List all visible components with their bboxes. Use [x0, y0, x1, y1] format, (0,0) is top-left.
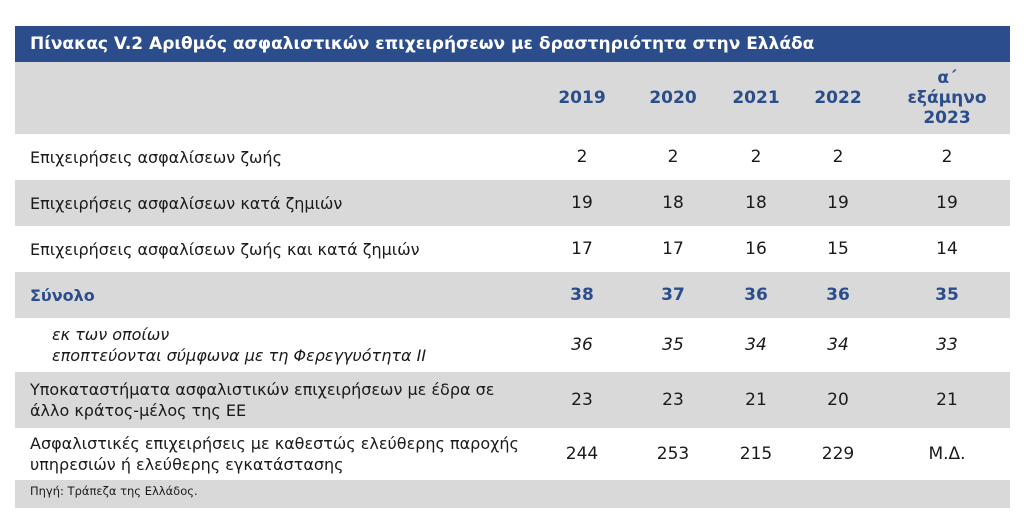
value-h1-2023: Μ.Δ.: [928, 444, 966, 464]
column-header-2021: 2021: [732, 88, 780, 108]
table-row-non-life: Επιχειρήσεις ασφαλίσεων κατά ζημιών 19 1…: [15, 180, 1010, 226]
value-2019: 17: [571, 239, 593, 259]
value-2021: 2: [750, 147, 762, 167]
row-label-line2: υπηρεσιών ή ελεύθερης εγκατάστασης: [30, 455, 344, 474]
row-label-line1: Υποκαταστήματα ασφαλιστικών επιχειρήσεων…: [30, 380, 495, 399]
value-2022: 229: [821, 444, 855, 464]
row-label: Επιχειρήσεις ασφαλίσεων ζωής: [30, 147, 282, 167]
value-2019: 38: [570, 285, 594, 305]
row-label: Επιχειρήσεις ασφαλίσεων ζωής και κατά ζη…: [30, 239, 420, 259]
table-row-total: Σύνολο 38 37 36 36 35: [15, 272, 1010, 318]
column-header-h1-2023-line2: 2023: [923, 108, 971, 128]
column-header-2022: 2022: [814, 88, 862, 108]
table-footer: [15, 480, 1010, 508]
value-2020: 18: [662, 193, 684, 213]
value-2021: 18: [745, 193, 767, 213]
row-label-line2: άλλο κράτος-μέλος της ΕΕ: [30, 401, 247, 420]
value-2020: 17: [662, 239, 684, 259]
value-2020: 37: [661, 285, 685, 305]
value-2021: 36: [744, 285, 768, 305]
value-2021: 16: [745, 239, 767, 259]
value-h1-2023: 14: [936, 239, 958, 259]
value-h1-2023: 21: [936, 390, 958, 410]
value-h1-2023: 2: [941, 147, 953, 167]
table-row-solvency-ii: εκ των οποίων εποπτεύονται σύμφωνα με τη…: [15, 318, 1010, 372]
value-2022: 34: [827, 335, 849, 355]
table-title: Πίνακας V.2 Αριθμός ασφαλιστικών επιχειρ…: [15, 26, 1010, 62]
value-2021: 21: [745, 390, 767, 410]
table-row-branches: Υποκαταστήματα ασφαλιστικών επιχειρήσεων…: [15, 372, 1010, 428]
row-label: Σύνολο: [30, 285, 95, 305]
value-2020: 2: [667, 147, 679, 167]
column-header-h1-2023-line1: α΄ εξάμηνο: [907, 68, 987, 108]
row-label: Υποκαταστήματα ασφαλιστικών επιχειρήσεων…: [30, 372, 550, 428]
row-label-line1: Ασφαλιστικές επιχειρήσεις με καθεστώς ελ…: [30, 434, 519, 453]
value-h1-2023: 35: [935, 285, 959, 305]
value-h1-2023: 33: [936, 335, 958, 355]
row-label: Επιχειρήσεις ασφαλίσεων κατά ζημιών: [30, 193, 343, 213]
value-2019: 244: [565, 444, 599, 464]
value-2020: 253: [656, 444, 690, 464]
value-2021: 215: [739, 444, 773, 464]
value-2022: 15: [827, 239, 849, 259]
value-2022: 19: [827, 193, 849, 213]
value-2019: 19: [571, 193, 593, 213]
value-2019: 23: [571, 390, 593, 410]
table-row-freedom-services: Ασφαλιστικές επιχειρήσεις με καθεστώς ελ…: [15, 428, 1010, 480]
value-2019: 2: [576, 147, 588, 167]
table-header-row: 2019 2020 2021 2022 α΄ εξάμηνο 2023: [15, 62, 1010, 134]
value-2020: 35: [662, 335, 684, 355]
insurance-companies-table: Πίνακας V.2 Αριθμός ασφαλιστικών επιχειρ…: [15, 26, 1010, 508]
value-2019: 36: [571, 335, 593, 355]
value-2020: 23: [662, 390, 684, 410]
row-label: Ασφαλιστικές επιχειρήσεις με καθεστώς ελ…: [30, 428, 550, 480]
value-2022: 36: [826, 285, 850, 305]
source-note: Πηγή: Τράπεζα της Ελλάδος.: [30, 484, 198, 498]
row-label-line2: εποπτεύονται σύμφωνα με τη Φερεγγυότητα …: [52, 346, 427, 365]
value-2022: 20: [827, 390, 849, 410]
value-2022: 2: [832, 147, 844, 167]
value-h1-2023: 19: [936, 193, 958, 213]
value-2021: 34: [745, 335, 767, 355]
column-header-h1-2023: α΄ εξάμηνο 2023: [903, 62, 991, 134]
row-label: εκ των οποίων εποπτεύονται σύμφωνα με τη…: [30, 318, 572, 372]
column-header-2019: 2019: [558, 88, 606, 108]
table-row-composite: Επιχειρήσεις ασφαλίσεων ζωής και κατά ζη…: [15, 226, 1010, 272]
column-header-2020: 2020: [649, 88, 697, 108]
table-row-life: Επιχειρήσεις ασφαλίσεων ζωής 2 2 2 2 2: [15, 134, 1010, 180]
row-label-line1: εκ των οποίων: [52, 325, 170, 344]
